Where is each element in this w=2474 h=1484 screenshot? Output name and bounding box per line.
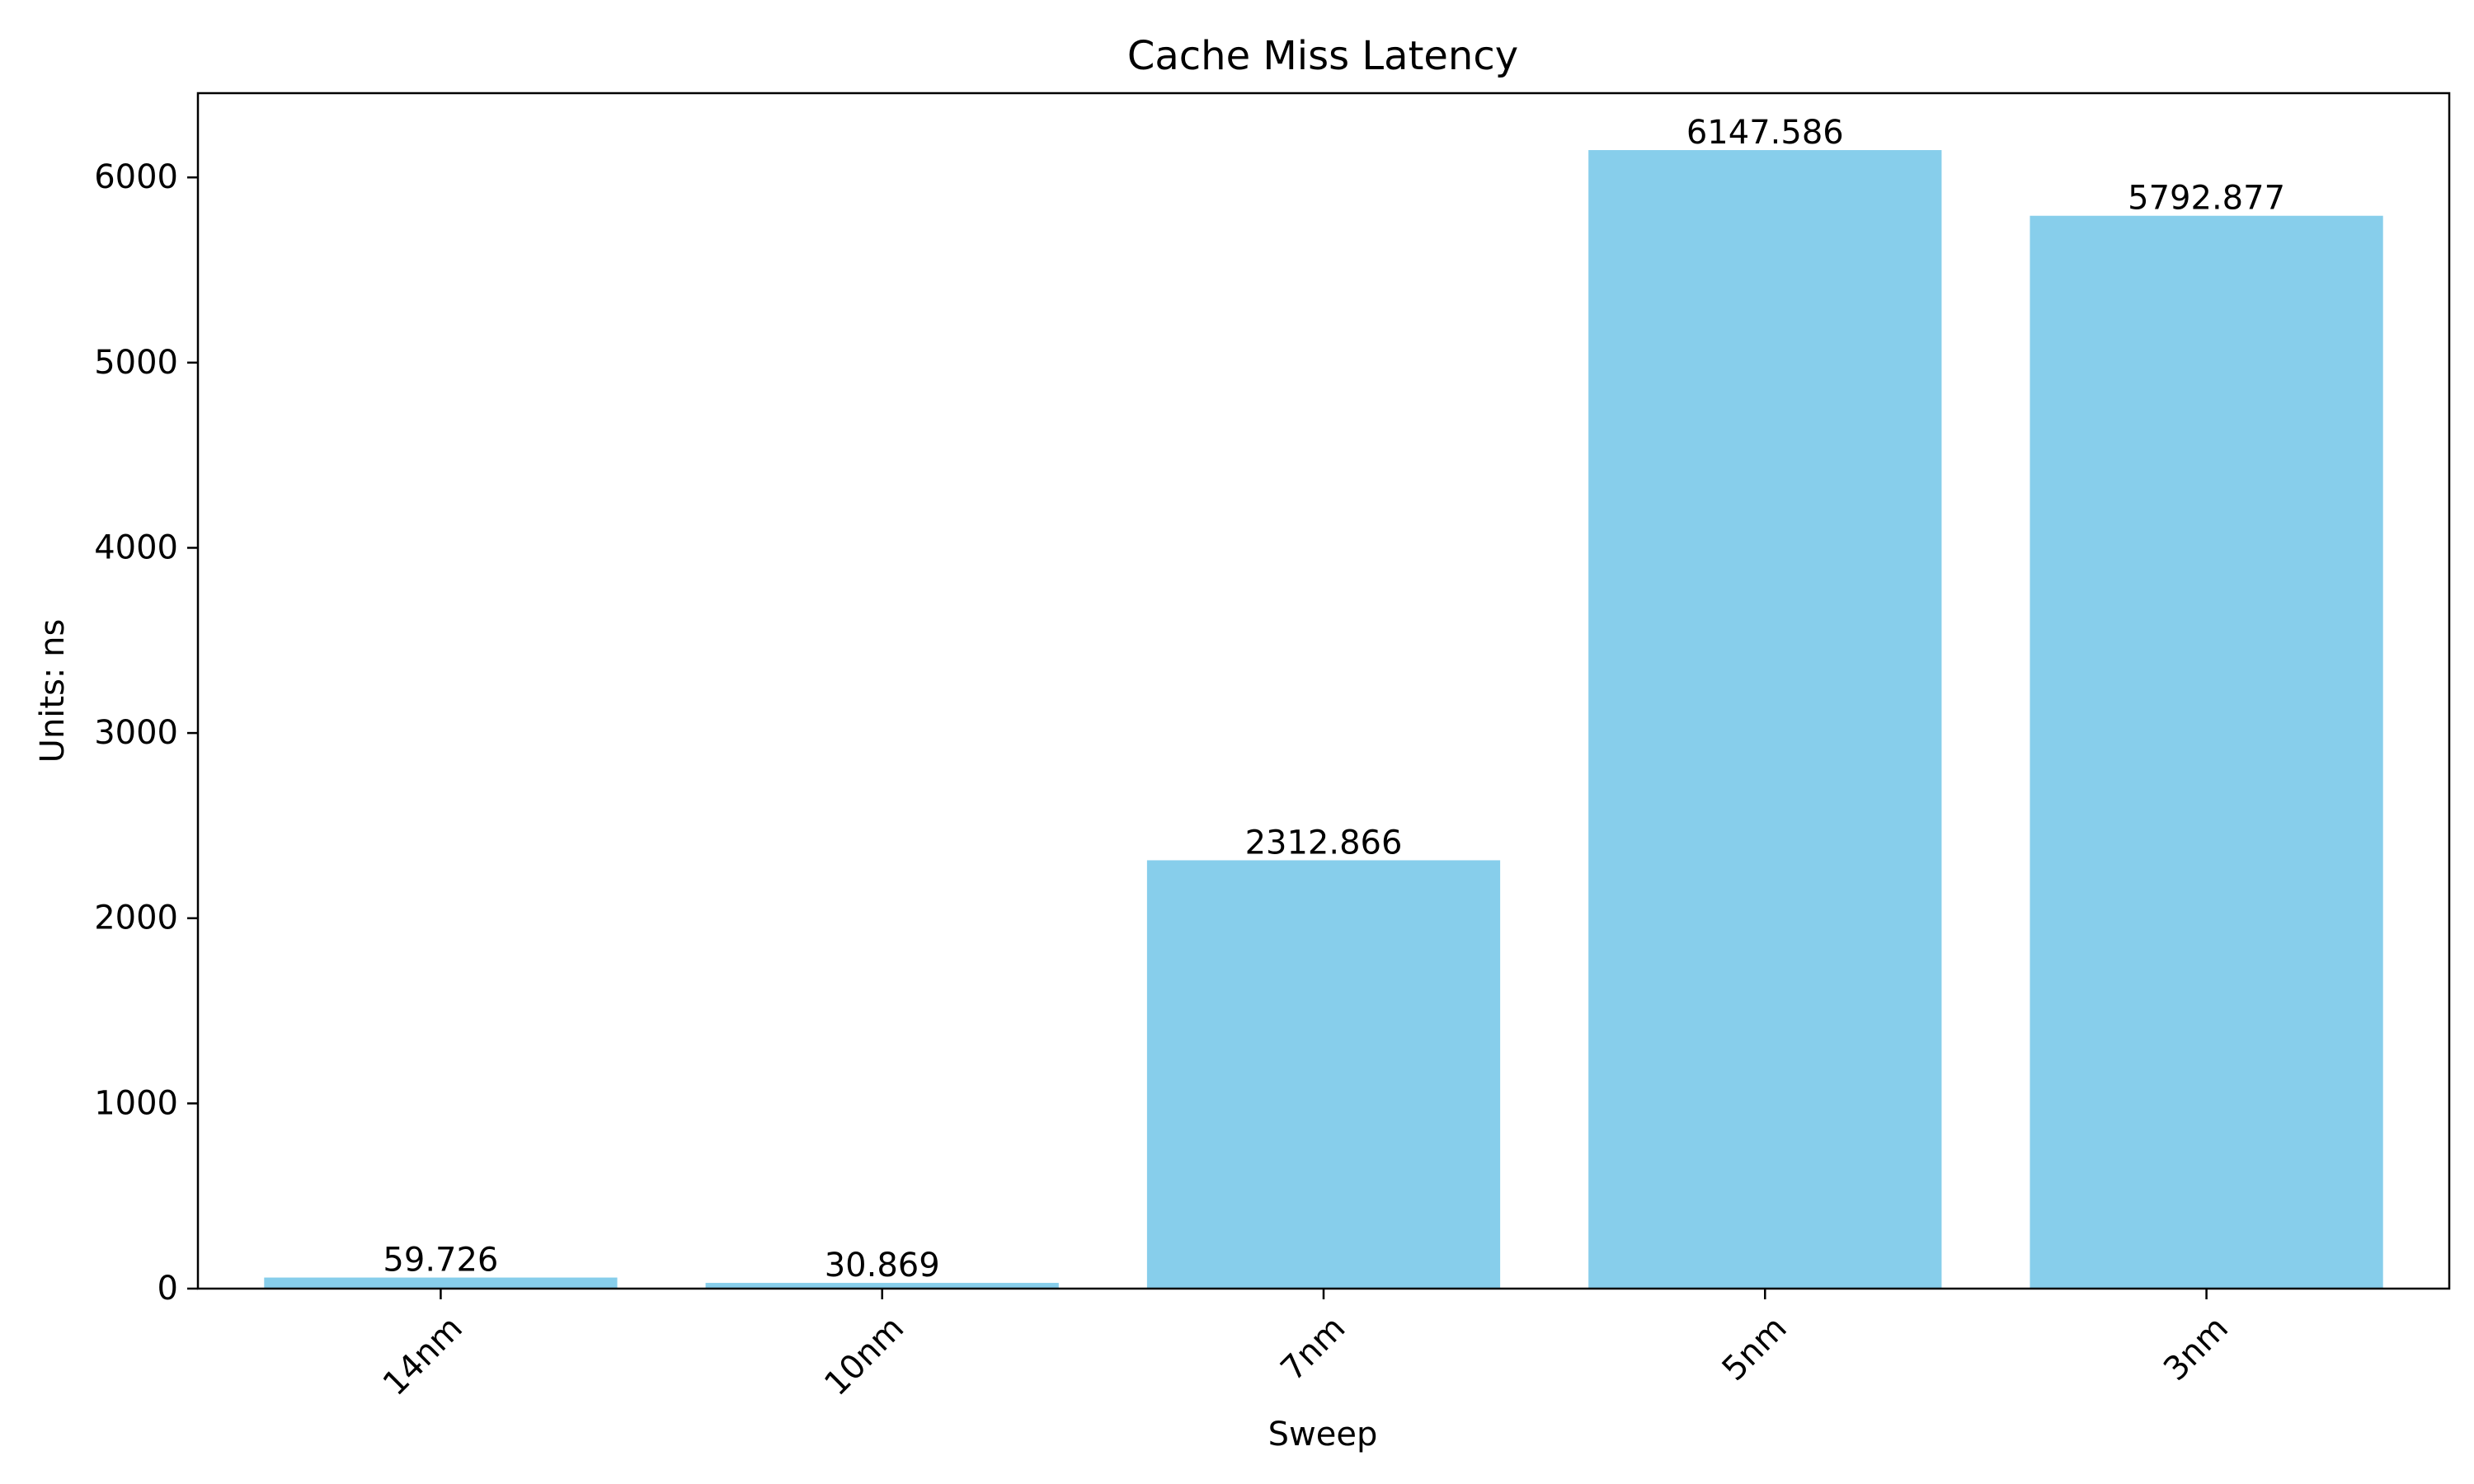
data-labels-layer: 59.726 30.869 2312.866 6147.586 5792.877 — [383, 114, 2285, 1284]
y-tick-label: 0 — [158, 1270, 178, 1308]
bar-14nm — [264, 1277, 618, 1289]
y-tick-label: 4000 — [94, 528, 178, 566]
data-label-10nm: 30.869 — [825, 1247, 940, 1284]
y-tick-label: 1000 — [94, 1084, 178, 1122]
y-axis: 0 1000 2000 3000 4000 5000 6000 — [94, 158, 198, 1308]
data-label-7nm: 2312.866 — [1245, 824, 1403, 862]
data-label-5nm: 6147.586 — [1686, 114, 1844, 152]
chart-title: Cache Miss Latency — [1127, 33, 1518, 79]
bar-3nm — [2030, 215, 2383, 1289]
bars-layer — [264, 150, 2383, 1289]
bar-7nm — [1146, 860, 1501, 1289]
y-tick-label: 5000 — [94, 344, 178, 382]
x-axis-title: Sweep — [1268, 1416, 1378, 1453]
bar-5nm — [1588, 150, 1942, 1289]
y-tick-label: 3000 — [94, 714, 178, 752]
data-label-3nm: 5792.877 — [2128, 180, 2285, 218]
y-tick-label: 2000 — [94, 899, 178, 937]
data-label-14nm: 59.726 — [383, 1242, 498, 1280]
y-tick-label: 6000 — [94, 158, 178, 196]
y-axis-title: Units: ns — [34, 619, 72, 763]
plot-frame — [196, 92, 2451, 1290]
bar-10nm — [705, 1283, 1059, 1289]
